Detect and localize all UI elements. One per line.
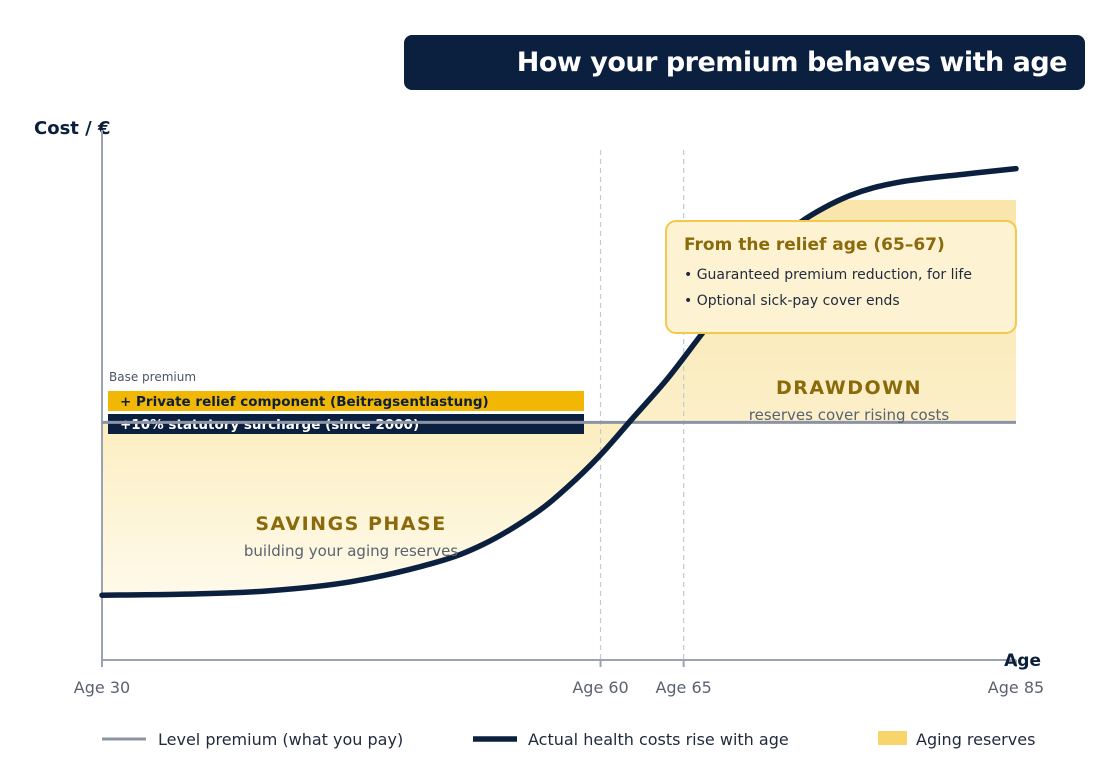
callout-bullet: • Optional sick-pay cover ends: [684, 293, 900, 309]
legend-level-premium-label: Level premium (what you pay): [158, 730, 403, 749]
relief-component-label: + Private relief component (Beitragsentl…: [120, 394, 489, 410]
y-axis-label: Cost / €: [34, 118, 111, 139]
drawdown-title: DRAWDOWN: [776, 377, 922, 399]
chart-title: How your premium behaves with age: [516, 47, 1068, 78]
statutory-surcharge-label: +10% statutory surcharge (since 2000): [120, 417, 419, 433]
legend-actual-costs-label: Actual health costs rise with age: [528, 730, 789, 749]
x-axis-label: Age: [1004, 651, 1041, 671]
x-tick-label: Age 85: [988, 678, 1044, 697]
relief-age-callout: [665, 220, 1017, 334]
x-tick-label: Age 60: [572, 678, 628, 697]
legend-aging-reserves-swatch: [878, 731, 907, 745]
savings-phase-title: SAVINGS PHASE: [255, 513, 446, 535]
savings-phase-subtitle: building your aging reserves: [244, 542, 458, 560]
title-banner: How your premium behaves with age: [404, 35, 1085, 90]
savings-reserve-area: [102, 416, 634, 596]
legend-aging-reserves-label: Aging reserves: [916, 730, 1035, 749]
actual-costs-line: [99, 165, 1019, 598]
drawdown-subtitle: reserves cover rising costs: [749, 406, 950, 424]
x-tick-label: Age 30: [74, 678, 130, 697]
relief-component-bar: [108, 391, 584, 411]
callout-bullet: • Guaranteed premium reduction, for life: [684, 267, 972, 283]
x-tick-label: Age 65: [655, 678, 711, 697]
base-premium-label: Base premium: [109, 370, 196, 384]
callout-title: From the relief age (65–67): [684, 235, 945, 255]
statutory-surcharge-bar: [108, 414, 584, 434]
